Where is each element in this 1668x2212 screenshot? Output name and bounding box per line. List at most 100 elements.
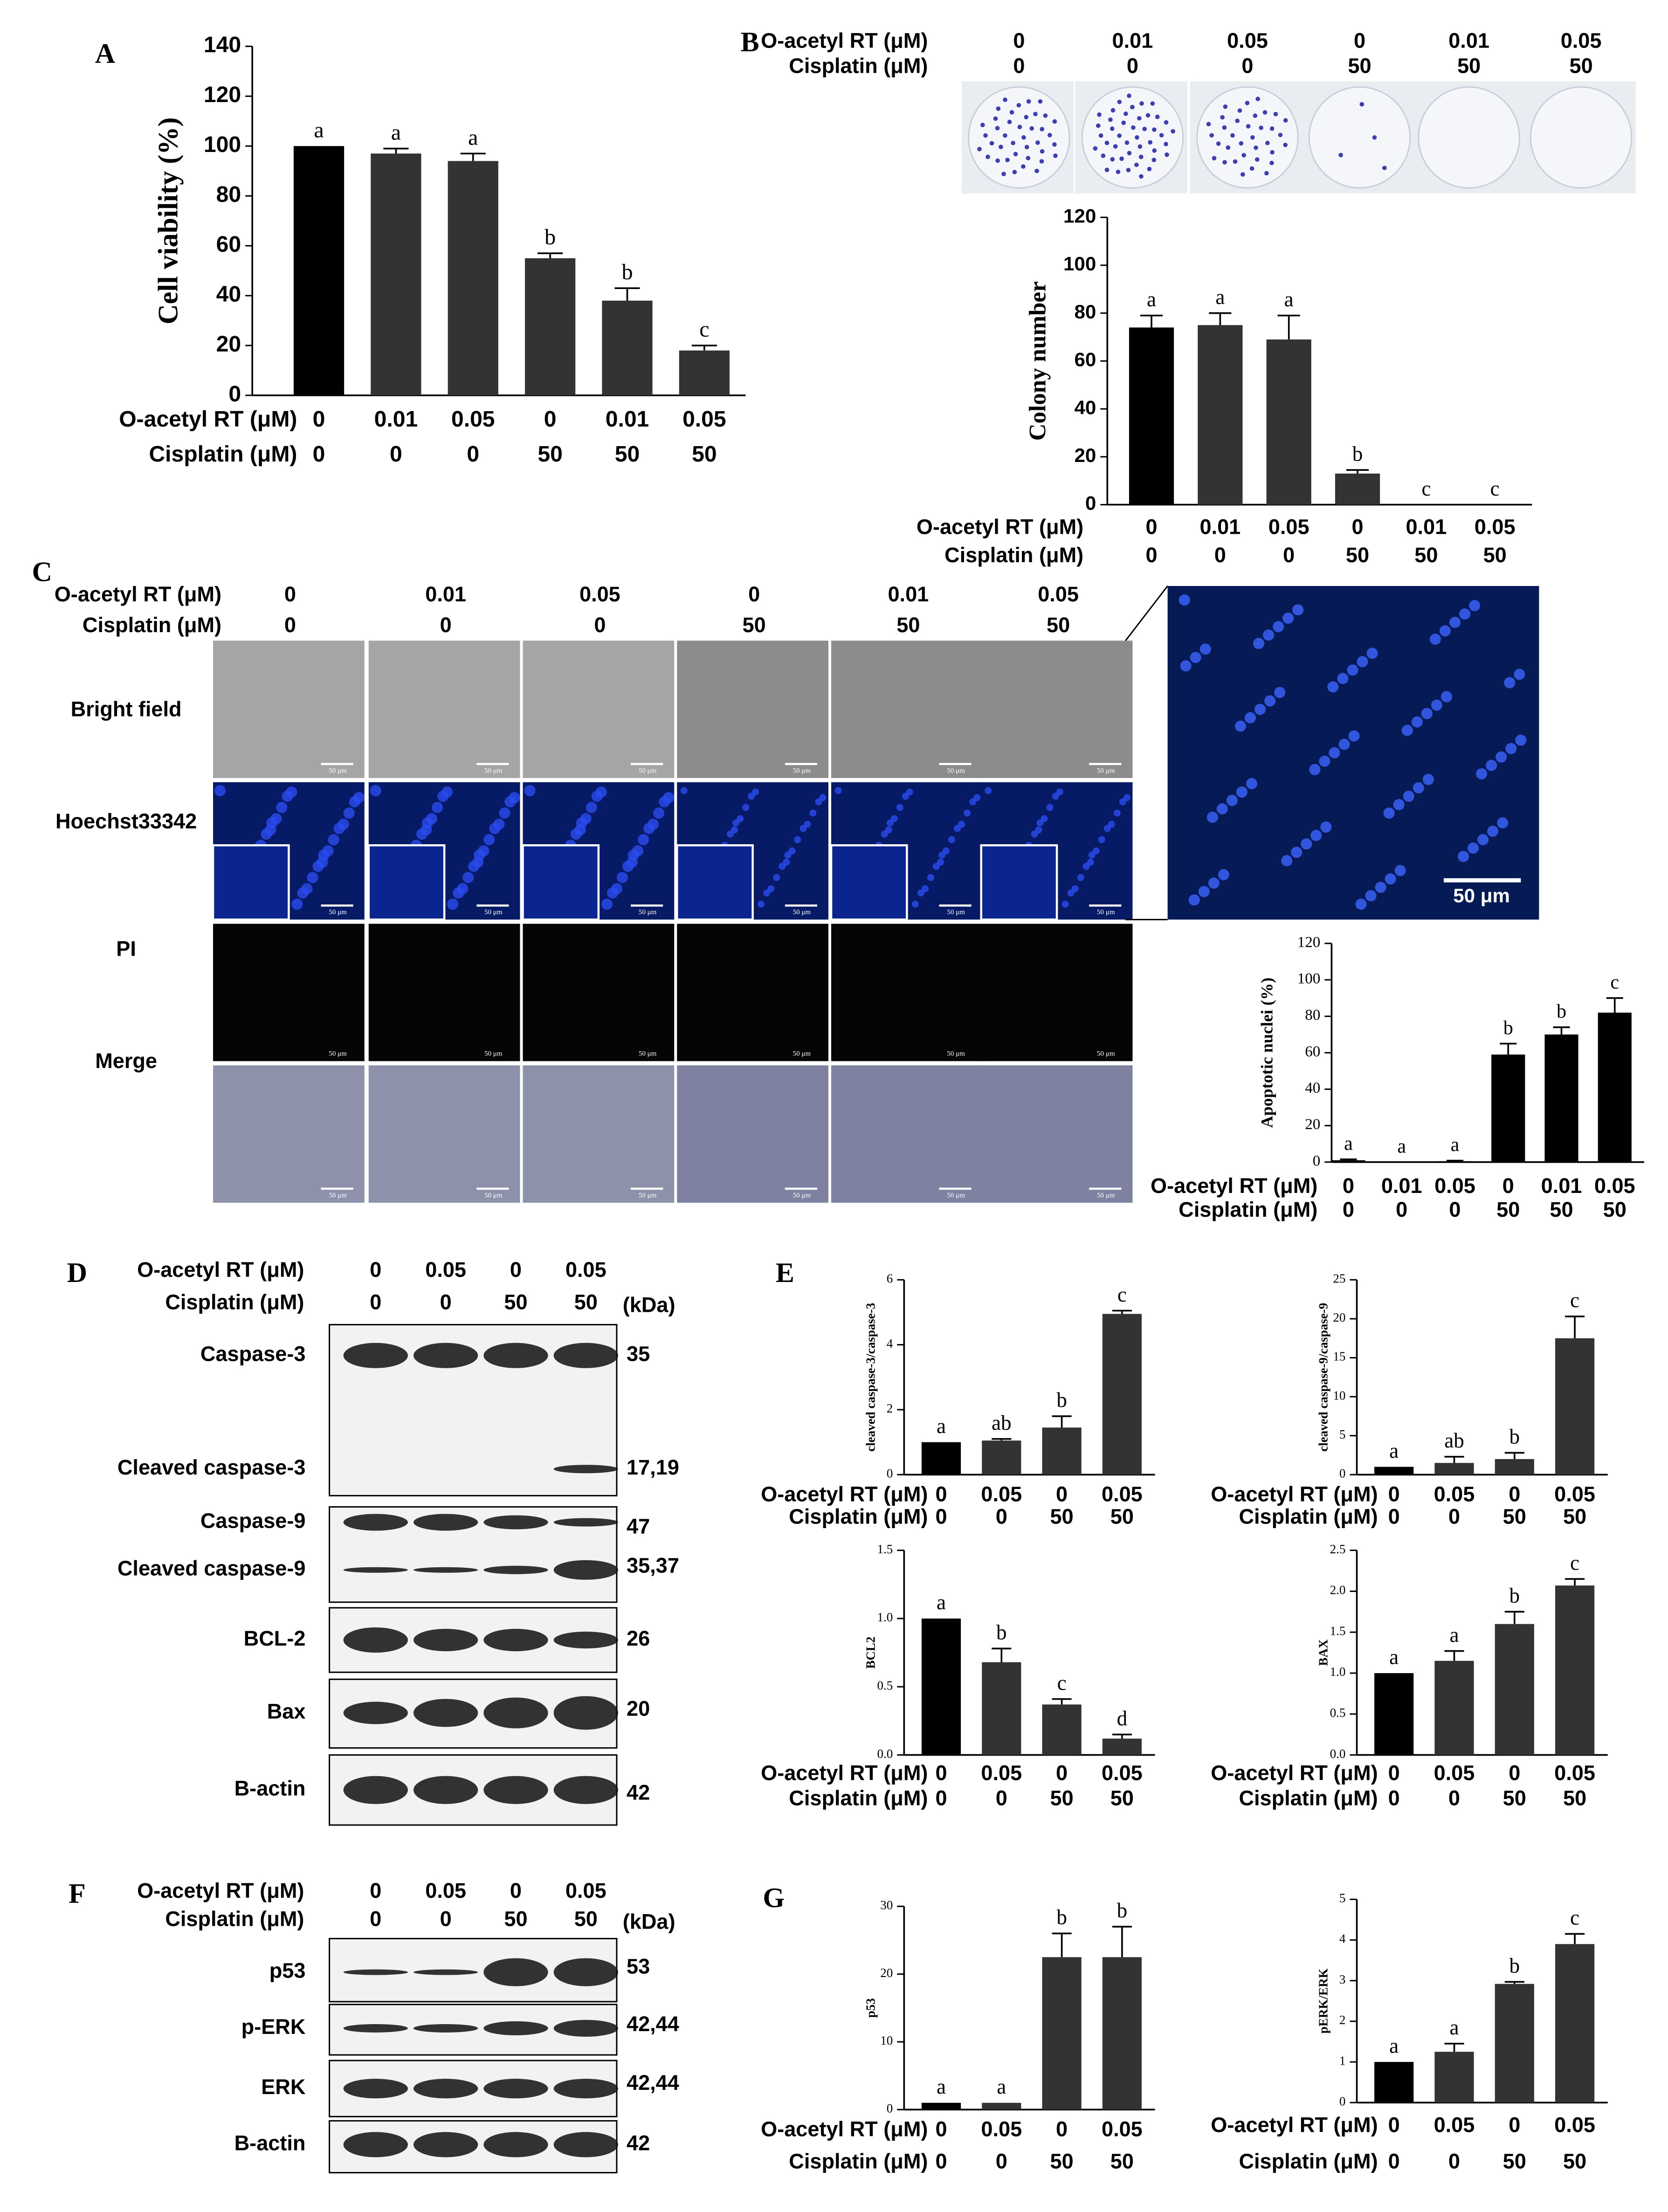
scale-bar-label: 50 μm [484,909,503,916]
significance-letter: a [1449,1623,1459,1647]
colony [977,147,982,152]
nucleus [937,858,944,866]
row-label: 0 [370,1258,381,1282]
colony [1338,152,1343,158]
band-kda: 26 [627,1626,650,1650]
nucleus [1292,604,1304,616]
band [343,1514,408,1531]
nucleus [890,815,898,822]
band-label: Caspase-9 [200,1509,306,1532]
nucleus [1206,812,1218,823]
colony [1241,172,1245,177]
bar [1544,1034,1578,1162]
y-axis-label: BAX [1316,1639,1330,1666]
nucleus [632,845,644,857]
nucleus [1274,687,1286,698]
micrograph [368,1065,520,1203]
scale-bar-label: 50 μm [639,1050,657,1058]
significance-letter: a [391,120,401,145]
bar [1042,1704,1082,1755]
scale-bar-label: 50 μm [793,767,811,774]
row-label: 50 [1348,54,1371,77]
inset [522,844,600,921]
significance-letter: b [621,260,633,284]
colony [980,123,985,127]
row-label: 50 [615,441,640,467]
bar [1495,1624,1534,1755]
row-name: O-acetyl RT (μM) [1211,1482,1378,1506]
y-tick-label: 5 [1339,1427,1346,1441]
nucleus [1422,773,1434,785]
bar [1266,339,1311,505]
band-label: p-ERK [241,2015,306,2039]
band [553,1696,618,1730]
micrograph [523,923,675,1061]
nucleus [1216,803,1228,815]
nucleus [1487,826,1499,837]
plate-dish [1081,86,1184,189]
nucleus [943,847,950,854]
row-label: 50 [1047,613,1070,637]
nucleus [1439,625,1451,637]
nucleus [328,834,339,846]
row-label: 0 [1283,543,1295,567]
nucleus [1309,764,1321,775]
y-axis-label: Colony number [1025,281,1051,441]
nucleus [1469,600,1481,612]
band-kda: 42,44 [627,2071,679,2095]
significance-letter: ab [1444,1429,1464,1452]
colony [1123,111,1128,116]
colony [1135,135,1139,140]
y-tick-label: 100 [204,132,241,157]
colony [996,106,1001,111]
row-label: 0 [1013,54,1025,77]
y-axis-label: cleaved caspase-3/caspase-3 [863,1303,877,1452]
panel-letter: A [95,38,115,69]
band [343,1343,408,1368]
y-tick-label: 40 [1305,1080,1320,1096]
nucleus [353,792,365,804]
row-label: 0.01 [1381,1174,1422,1198]
band [483,1565,548,1574]
bar [1555,1338,1595,1475]
row-label: 0.05 [1554,1761,1595,1785]
colony [1164,142,1168,146]
nucleus [1180,660,1192,672]
bar [1434,1463,1474,1475]
colony [1159,133,1164,138]
bar [1042,1957,1082,2110]
colony [1097,112,1102,117]
colony [1164,120,1169,125]
row-label: 0.05 [565,1879,607,1902]
row-label: 0 [1056,2117,1068,2141]
significance-letter: c [1117,1283,1127,1306]
colony [1110,108,1116,113]
bar [1555,1585,1595,1755]
colony [1152,127,1157,132]
y-tick-label: 20 [216,331,241,357]
bar [525,258,576,396]
nucleus [1385,873,1396,885]
scale-bar-label: 50 μm [639,909,657,916]
band [483,2132,548,2157]
micrograph [981,641,1133,778]
colony [983,133,988,138]
nucleus [1310,830,1322,841]
band [553,1632,618,1649]
nucleus [478,845,489,857]
nucleus [1393,799,1405,811]
band [553,2019,618,2037]
nucleus [1046,804,1054,811]
nucleus [885,826,892,834]
row-label: 0 [1448,1504,1460,1528]
panel-letter: B [741,27,759,58]
row-label: 0 [1388,2113,1400,2136]
row-label: 0 [935,2117,947,2141]
row-label: 0 [1396,1198,1407,1221]
nucleus [773,874,780,881]
nucleus [767,885,775,892]
row-label: 0.05 [1561,28,1602,52]
panel-letter: D [67,1257,87,1289]
nucleus [906,788,913,796]
y-tick-label: 10 [1333,1388,1345,1402]
